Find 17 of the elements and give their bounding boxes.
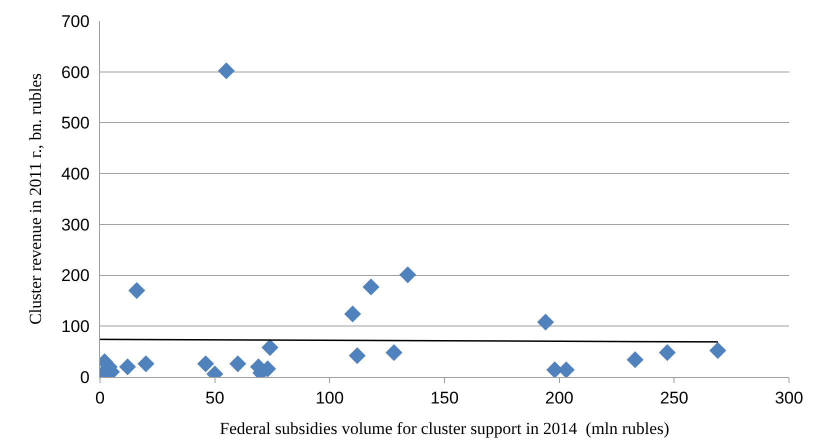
y-tick-label: 500 xyxy=(61,114,90,133)
y-tick-label: 200 xyxy=(61,266,90,286)
x-axis-title: Federal subsidies volume for cluster support in 2014 (mln rubles) xyxy=(220,418,670,438)
y-tick-label: 700 xyxy=(61,12,90,31)
y-tick-label: 0 xyxy=(80,368,90,387)
x-tick-label: 150 xyxy=(430,388,459,408)
x-tick-label: 300 xyxy=(774,388,804,408)
x-tick-label: 200 xyxy=(545,388,574,408)
y-tick-label: 100 xyxy=(61,317,90,336)
y-tick-label: 600 xyxy=(61,62,90,82)
y-tick-label: 400 xyxy=(61,164,90,184)
y-tick-label: 300 xyxy=(61,215,90,234)
x-tick-label: 0 xyxy=(95,388,105,408)
x-tick-label: 250 xyxy=(660,388,688,408)
x-tick-label: 50 xyxy=(205,388,224,408)
x-tick-label: 100 xyxy=(315,388,344,408)
y-axis-title: Cluster revenue in 2011 г., bn. rubles xyxy=(26,73,45,325)
